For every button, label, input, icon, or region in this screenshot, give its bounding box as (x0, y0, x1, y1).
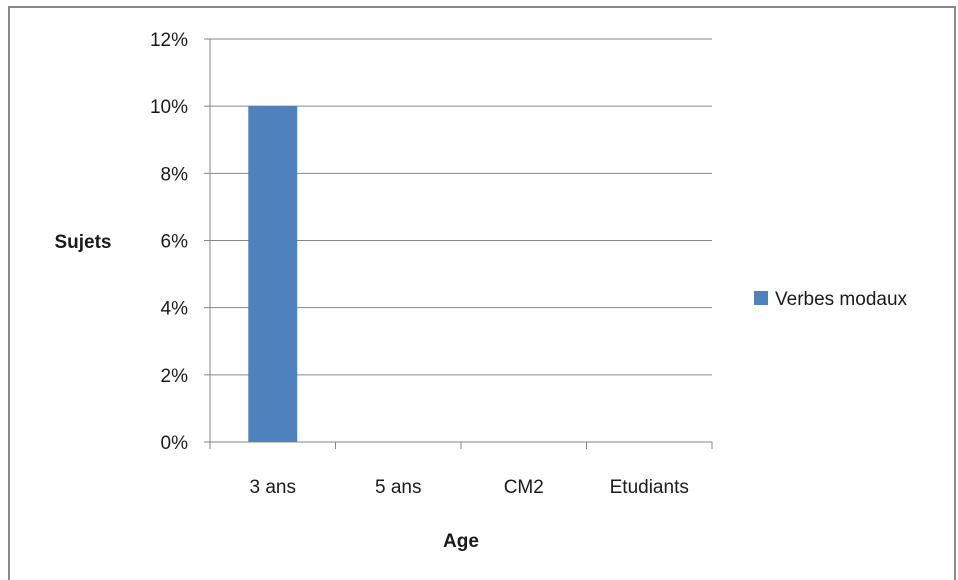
bar (248, 106, 298, 443)
legend-label: Verbes modaux (775, 289, 908, 310)
axes (209, 39, 713, 449)
bars (248, 106, 298, 443)
y-axis-title: Sujets (54, 232, 111, 253)
x-tick-label: 5 ans (375, 477, 421, 498)
y-tick-label: 6% (161, 232, 189, 253)
y-tick-labels: 0% 2% 4% 6% 8% 10% 12% (150, 30, 188, 454)
x-tick-label: CM2 (504, 477, 544, 498)
x-axis-title: Age (443, 531, 479, 552)
y-tick-label: 2% (161, 366, 189, 387)
y-tick-label: 10% (150, 97, 188, 118)
y-tick-label: 0% (161, 433, 189, 454)
y-tick-label: 4% (161, 299, 189, 320)
x-tick-label: Etudiants (610, 477, 689, 498)
legend: Verbes modaux (754, 289, 908, 310)
y-tick-label: 8% (161, 164, 189, 185)
chart-frame (8, 6, 956, 580)
x-tick-labels: 3 ans 5 ans CM2 Etudiants (250, 477, 689, 498)
x-tick-label: 3 ans (250, 477, 296, 498)
legend-swatch (754, 291, 768, 305)
y-tick-label: 12% (150, 30, 188, 51)
